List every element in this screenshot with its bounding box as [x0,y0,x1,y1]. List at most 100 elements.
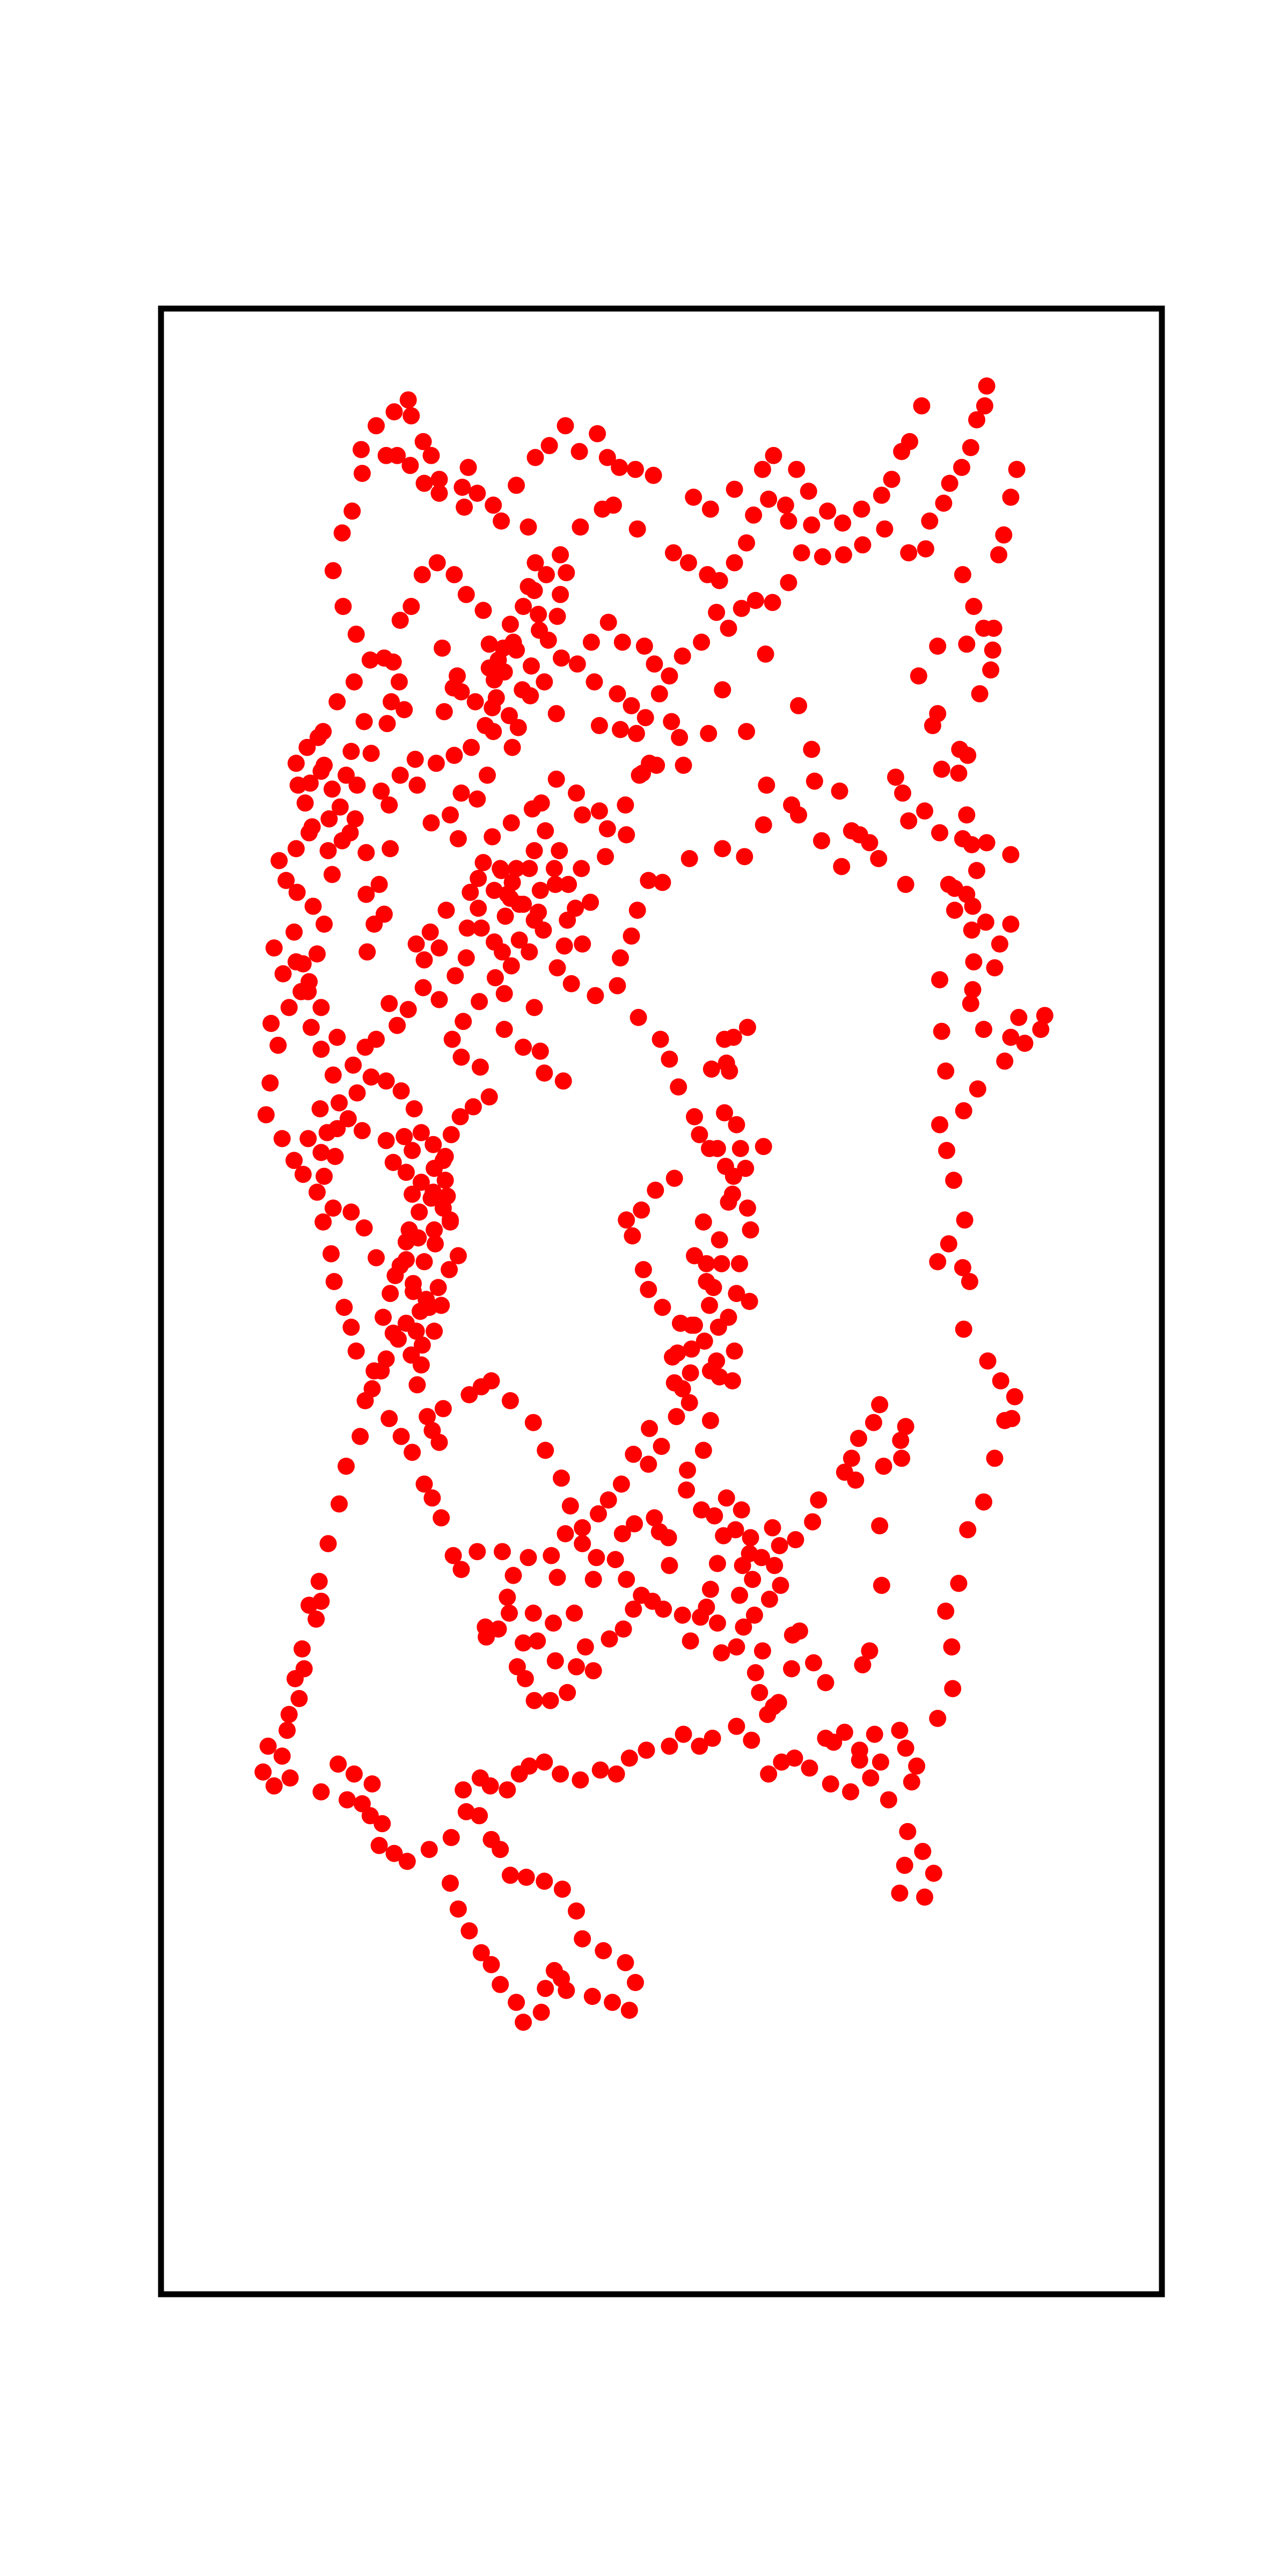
data-point [793,544,810,562]
data-point [804,1513,822,1531]
data-point [618,1571,635,1588]
data-point [396,1128,413,1145]
data-point [894,784,911,802]
data-point [916,1889,933,1906]
data-point [896,1856,913,1874]
data-point [338,1458,355,1475]
data-point [296,794,314,812]
data-point [696,1333,713,1350]
data-point [331,1094,348,1111]
data-point [660,1529,677,1547]
data-point [357,885,375,903]
data-point [941,474,958,492]
data-point [484,699,501,716]
data-point [954,566,971,583]
data-point [331,1495,348,1513]
data-point [635,638,653,655]
data-point [427,1235,444,1253]
data-point [509,719,527,736]
data-point [411,1203,428,1221]
data-point [726,1342,743,1360]
data-point [893,1450,911,1467]
data-point [389,1016,406,1034]
data-point [312,1783,330,1801]
data-point [771,1537,788,1555]
data-point [433,1297,450,1314]
data-point [449,830,467,847]
data-point [633,1201,650,1219]
data-point [623,697,640,714]
data-point [738,1019,756,1036]
data-point [546,876,564,893]
data-point [891,1884,909,1902]
data-point [953,459,970,476]
data-point [433,1509,450,1527]
data-point [356,1038,374,1056]
data-point [519,578,537,595]
data-point [650,685,668,702]
data-point [613,1525,631,1542]
data-point [720,1308,737,1326]
data-point [515,598,532,615]
data-point [800,482,817,500]
data-point [471,993,488,1011]
data-point [836,1723,853,1741]
data-point [741,1293,758,1310]
data-point [519,518,537,536]
data-point [330,1755,347,1773]
data-point [338,766,355,784]
data-point [377,1072,395,1090]
data-point [316,1167,333,1185]
data-point [597,848,614,866]
data-point [554,1072,572,1090]
data-point [277,872,295,889]
data-point [299,983,317,1000]
data-point [526,554,544,572]
data-point [345,673,363,691]
data-point [517,1869,535,1886]
data-point [452,1561,470,1578]
data-point [421,923,439,941]
data-point [308,945,326,963]
data-point [975,1493,992,1511]
data-point [933,1022,950,1040]
data-point [353,465,371,482]
data-point [469,790,486,808]
data-point [474,854,492,872]
data-point [312,1592,330,1610]
data-point [273,1130,291,1147]
data-point [1010,1008,1028,1026]
data-point [604,1994,621,2011]
data-point [345,1765,363,1783]
data-point [714,681,731,699]
data-point [661,1050,678,1068]
data-point [701,1580,719,1598]
data-point [574,1535,591,1553]
data-point [442,1211,459,1229]
data-point [588,1549,605,1567]
data-point [668,1408,685,1425]
data-point [295,1660,313,1678]
data-point [551,842,568,860]
data-point [943,1638,961,1656]
data-point [946,902,963,919]
data-point [731,1255,748,1272]
data-point [412,1174,430,1191]
data-point [574,806,591,824]
data-point [407,935,425,953]
data-point [259,1737,277,1755]
data-point [377,447,395,464]
data-point [964,897,982,915]
data-point [680,850,698,867]
data-point [685,488,702,506]
data-point [552,1765,569,1783]
data-point [640,1455,657,1473]
data-point [441,1261,458,1278]
data-point [402,598,420,615]
data-point [618,1211,635,1229]
data-point [591,1761,609,1779]
data-point [682,1364,699,1382]
data-point [835,546,852,564]
data-point [893,443,911,460]
data-point [459,459,477,476]
